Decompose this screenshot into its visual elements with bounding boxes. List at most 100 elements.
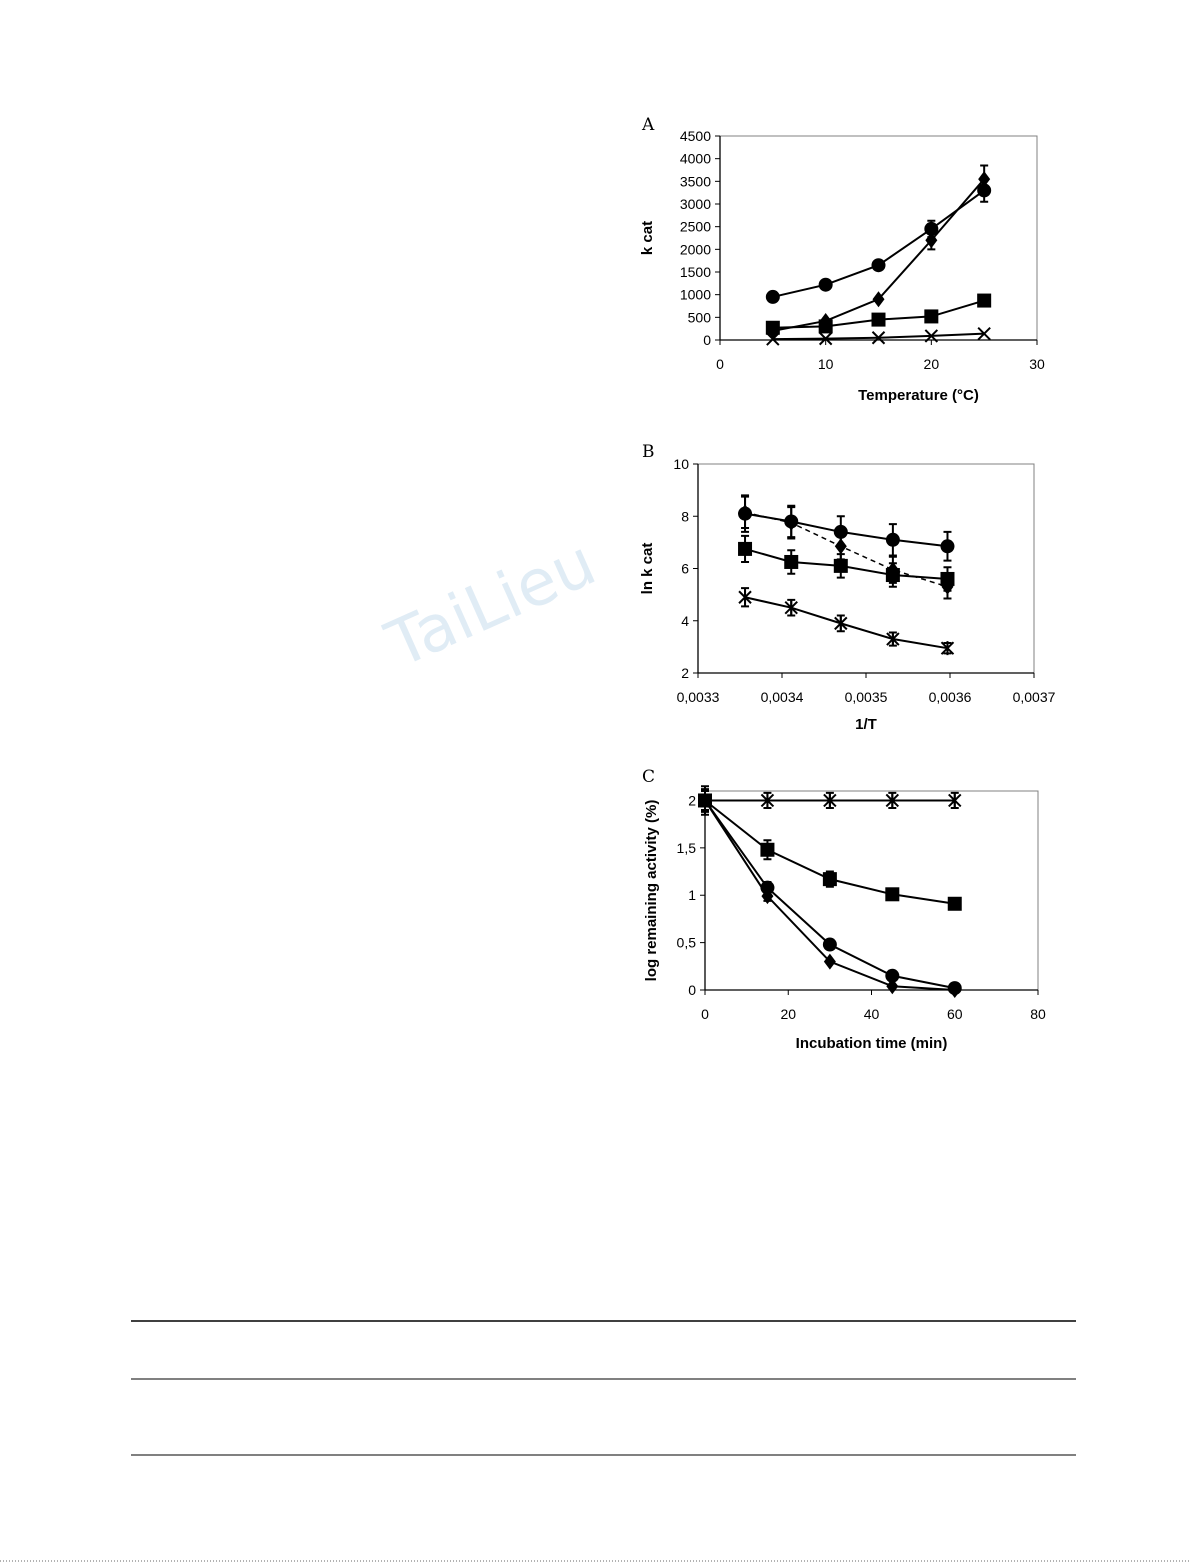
y-tick-label: 8 [681,508,689,524]
data-point-star [834,616,848,631]
y-tick-label: 2 [688,792,696,808]
data-point-square [885,887,900,902]
data-point-square [818,319,833,334]
watermark-text: TaiLieu [375,526,606,683]
data-point-diamond [978,171,991,188]
series-square [738,534,955,592]
x-tick-label: 0 [716,356,724,372]
x-tick-label: 0,0035 [845,689,888,705]
x-tick-label: 0,0033 [677,689,720,705]
panel-label: B [642,442,655,462]
data-point-cross [766,332,780,346]
series-diamond [739,495,954,600]
data-point-square [940,571,955,586]
data-point-circle [940,539,955,554]
x-axis-title: Temperature (°C) [858,387,979,404]
data-point-circle [885,968,900,983]
series-square [765,293,992,335]
data-point-star [948,793,962,808]
data-point-square [947,896,962,911]
y-tick-label: 1 [688,887,696,903]
data-point-diamond [886,978,899,995]
x-axis-title: 1/T [855,716,877,733]
y-tick-label: 1,5 [677,840,697,856]
data-point-square [885,568,900,583]
y-tick-label: 2500 [680,219,711,235]
y-axis-title: ln k cat [639,543,656,595]
data-point-cross [871,331,886,345]
data-point-diamond [925,232,938,249]
series-star [738,587,955,656]
series-diamond [699,790,961,998]
panel-label: C [642,767,655,787]
data-point-star [738,590,752,605]
data-point-star [885,793,900,808]
series-circle [765,178,992,304]
data-point-diamond [872,291,885,308]
data-point-square [977,293,992,308]
plot-frame [704,790,1039,991]
data-point-circle [833,524,848,539]
data-point-circle [871,258,886,273]
plot-frame [719,135,1038,341]
series-circle [738,494,955,562]
data-point-circle [885,532,900,547]
series-cross [766,326,991,346]
y-tick-label: 4 [681,613,689,629]
chart-panel-b: B 0,0033 0,0034 0,0035 0,0036 0,0037 2 4 6 8 10 1/T… [639,442,1056,733]
data-point-diamond [948,982,961,998]
y-tick-label: 1000 [680,287,711,303]
data-point-square [833,558,848,573]
y-tick-label: 1500 [680,264,711,280]
data-point-square [822,872,837,887]
x-tick-label: 0,0034 [761,689,804,705]
y-tick-label: 4000 [680,151,711,167]
y-tick-label: 3500 [680,173,711,189]
y-tick-label: 0 [688,982,696,998]
x-tick-label: 30 [1029,356,1045,372]
data-point-diamond [699,792,711,809]
chart-panel-a: A 0 10 20 30 0 500 1000 1500 2000 2500 3000 3500 4000… [639,115,1045,404]
x-tick-label: 80 [1030,1006,1046,1022]
data-point-square [738,541,753,556]
x-tick-label: 0 [701,1006,709,1022]
y-tick-label: 6 [681,561,689,577]
data-point-square [871,312,886,327]
table-rules [131,1320,1076,1456]
series-line [744,596,948,650]
x-tick-label: 0,0037 [1013,689,1056,705]
x-tick-label: 10 [818,356,834,372]
y-tick-label: 4500 [680,128,711,144]
panel-label: A [641,115,655,135]
data-point-star [823,793,837,808]
data-point-star [940,641,955,656]
data-point-cross [977,326,991,341]
x-tick-label: 20 [780,1006,796,1022]
data-point-cross [818,331,833,346]
data-point-square [784,554,799,569]
y-tick-label: 2000 [680,241,711,257]
data-point-square [765,320,780,335]
y-tick-label: 10 [673,456,689,472]
x-tick-label: 0,0036 [929,689,972,705]
y-axis-title: log remaining activity (%) [643,800,660,982]
data-point-diamond [823,953,836,970]
data-point-star [784,600,798,615]
y-tick-label: 3000 [680,196,711,212]
y-tick-label: 500 [688,309,712,325]
data-point-star [760,793,775,808]
data-point-star [886,632,900,647]
y-tick-label: 0,5 [677,935,697,951]
series-line [772,189,985,298]
y-tick-label: 2 [681,665,689,681]
data-point-diamond [739,504,752,521]
x-axis-title: Incubation time (min) [796,1035,948,1052]
data-point-circle [818,277,833,292]
y-tick-label: 0 [703,332,711,348]
series-line [772,178,985,332]
data-point-diamond [834,538,847,555]
data-point-circle [822,937,837,952]
chart-panel-c: C 0 20 40 60 80 0 0,5 1 1,5 2 Incubation time (min)… [642,767,1046,1052]
x-tick-label: 60 [947,1006,963,1022]
